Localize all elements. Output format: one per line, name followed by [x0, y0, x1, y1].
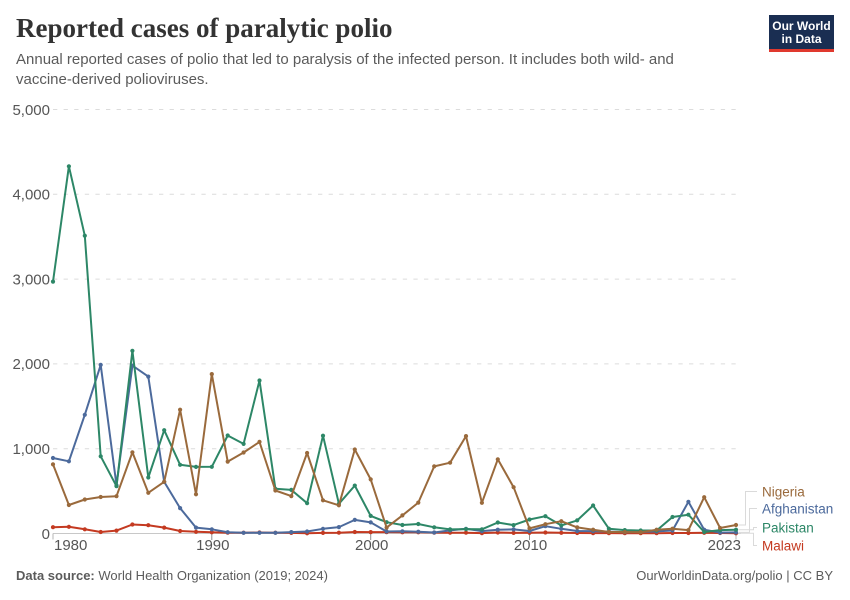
- svg-text:0: 0: [42, 526, 50, 543]
- svg-text:3,000: 3,000: [12, 271, 50, 288]
- svg-text:2023: 2023: [708, 537, 741, 554]
- svg-text:Pakistan: Pakistan: [762, 521, 814, 536]
- svg-text:1990: 1990: [196, 537, 229, 554]
- svg-text:Afghanistan: Afghanistan: [762, 502, 833, 517]
- svg-text:1,000: 1,000: [12, 441, 50, 458]
- svg-text:2000: 2000: [355, 537, 388, 554]
- svg-text:Malawi: Malawi: [762, 539, 804, 554]
- svg-text:1980: 1980: [54, 537, 87, 554]
- svg-text:5,000: 5,000: [12, 102, 50, 119]
- svg-text:4,000: 4,000: [12, 187, 50, 204]
- svg-text:2,000: 2,000: [12, 356, 50, 373]
- svg-text:Nigeria: Nigeria: [762, 485, 805, 500]
- svg-text:2010: 2010: [514, 537, 547, 554]
